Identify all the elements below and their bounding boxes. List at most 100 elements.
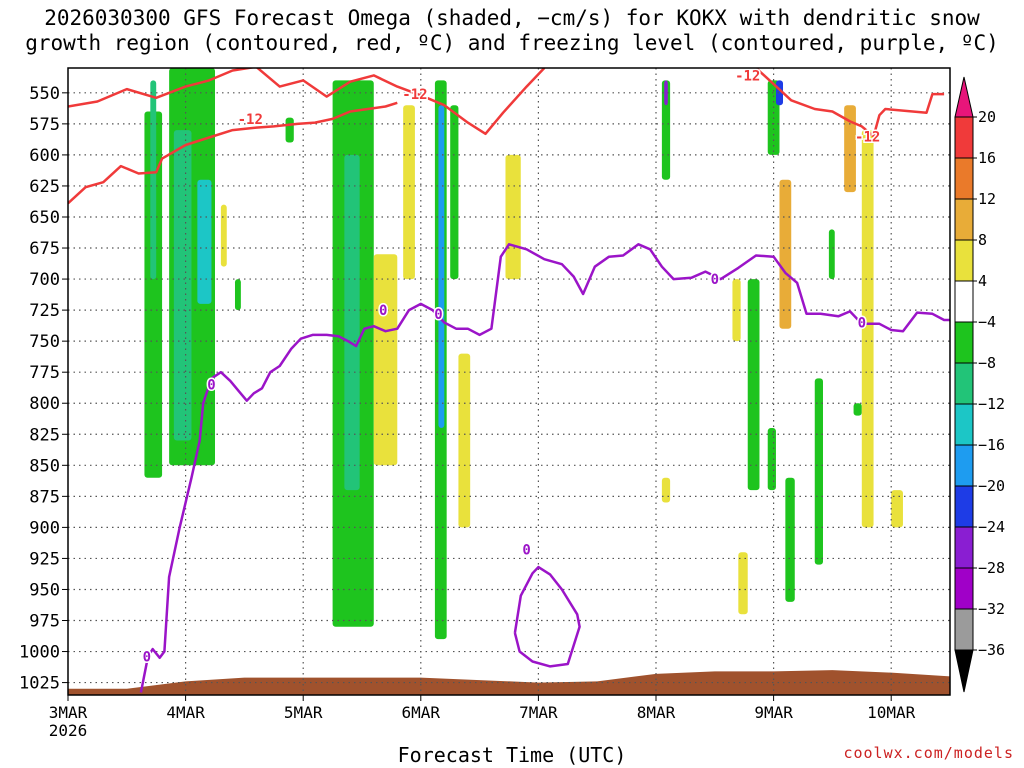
omega-shaded-region: [344, 154, 360, 491]
omega-shaded-region: [661, 477, 671, 503]
y-tick-label: 800: [29, 394, 60, 414]
colorbar: 20 16 12 8 4 −4 −8 −12 −16 −20 −24 −28 −32 −36: [954, 76, 1005, 693]
omega-shaded-region: [828, 229, 835, 280]
chart-title-line-1: 2026030300 GFS Forecast Omega (shaded, −…: [44, 6, 980, 30]
y-tick-label: 925: [29, 549, 60, 569]
omega-shaded-region: [173, 130, 192, 441]
freezing-contour-label: 0: [379, 303, 387, 319]
colorbar-tick-label: −8: [978, 354, 996, 372]
colorbar-tick-label: 4: [978, 272, 987, 290]
omega-shaded-region: [458, 353, 471, 528]
chart-title-line-2: growth region (contoured, red, ºC) and f…: [25, 31, 999, 55]
y-tick-label: 675: [29, 239, 60, 259]
x-tick-label: 5MAR: [284, 703, 323, 722]
omega-shaded-region: [144, 111, 163, 478]
y-tick-label: 750: [29, 332, 60, 352]
freezing-contour-label: 0: [858, 316, 866, 332]
y-tick-label: 875: [29, 487, 60, 507]
x-axis-label: Forecast Time (UTC): [397, 743, 627, 767]
colorbar-bin: [954, 485, 974, 528]
x-tick-sublabel: 2026: [49, 721, 88, 740]
colorbar-bin: [954, 567, 974, 610]
colorbar-tick-label: −28: [978, 559, 1005, 577]
contour-dgz-minus12-upper: [68, 68, 546, 136]
omega-shaded-region: [891, 490, 903, 528]
x-tick-label: 10MAR: [867, 703, 916, 722]
colorbar-bin: [954, 608, 974, 651]
y-tick-label: 700: [29, 270, 60, 290]
y-tick-label: 725: [29, 301, 60, 321]
omega-shaded-region: [450, 105, 459, 280]
omega-shaded-region: [373, 254, 398, 466]
x-tick-label: 4MAR: [166, 703, 205, 722]
y-tick-label: 850: [29, 456, 60, 476]
dgz-contour-label: -12: [855, 129, 880, 145]
contour-dgz-minus12-right: [755, 68, 945, 138]
y-tick-label: 550: [29, 84, 60, 104]
y-tick-label: 625: [29, 177, 60, 197]
x-tick-label: 7MAR: [519, 703, 558, 722]
x-tick-label: 8MAR: [637, 703, 676, 722]
colorbar-bin: [954, 321, 974, 364]
contour-freezing-level-closed-loop: [513, 565, 581, 668]
freezing-contour-label: 0: [143, 650, 151, 666]
terrain-surface: [68, 670, 950, 695]
contour-layer: [68, 68, 950, 693]
omega-shaded-region: [664, 80, 668, 106]
omega-shaded-region: [732, 279, 741, 342]
freezing-contour-label: 0: [711, 272, 719, 288]
omega-shaded-region: [220, 204, 227, 267]
y-tick-label: 600: [29, 146, 60, 166]
colorbar-tick-label: −12: [978, 395, 1005, 413]
omega-shaded-region: [844, 105, 856, 193]
colorbar-bottom-arrow: [954, 649, 974, 693]
grid-layer: [68, 68, 950, 695]
omega-shaded-region: [197, 179, 212, 304]
plot-frame: [67, 67, 951, 696]
colorbar-bin: [954, 116, 974, 159]
colorbar-bin: [954, 444, 974, 487]
omega-shaded-region: [505, 154, 521, 280]
y-tick-label: 650: [29, 208, 60, 228]
colorbar-tick-label: −36: [978, 641, 1005, 659]
omega-shaded-region: [861, 130, 874, 528]
omega-shaded-region: [738, 552, 748, 615]
colorbar-tick-label: 12: [978, 190, 996, 208]
dgz-contour-label: -12: [402, 87, 427, 103]
y-tick-label: 1000: [19, 643, 60, 663]
colorbar-tick-label: 8: [978, 231, 987, 249]
terrain-layer: [68, 670, 950, 695]
y-axis: 550 575 600 625 650 675 700 725 750 775 800 825 850 8…: [19, 84, 68, 694]
colorbar-tick-label: −32: [978, 600, 1005, 618]
dgz-contour-label: -12: [735, 68, 760, 84]
omega-shaded-region: [234, 279, 241, 311]
colorbar-tick-label: 16: [978, 149, 996, 167]
omega-shaded-region: [767, 428, 776, 491]
colorbar-bin: [954, 526, 974, 569]
contour-freezing-level: [139, 243, 950, 693]
y-tick-label: 1025: [19, 674, 60, 694]
omega-shaded-region: [438, 105, 445, 429]
omega-shaded-region: [747, 279, 760, 491]
colorbar-bin: [954, 157, 974, 200]
credit-text: coolwx.com/models: [843, 744, 1014, 762]
freezing-contour-label: 0: [434, 307, 442, 323]
colorbar-bin: [954, 362, 974, 405]
colorbar-tick-label: 20: [978, 108, 996, 126]
x-tick-label: 6MAR: [402, 703, 441, 722]
colorbar-bin: [954, 239, 974, 282]
x-tick-label: 9MAR: [754, 703, 793, 722]
colorbar-tick-label: −4: [978, 313, 996, 331]
colorbar-tick-label: −20: [978, 477, 1005, 495]
y-tick-label: 825: [29, 425, 60, 445]
y-tick-label: 950: [29, 580, 60, 600]
omega-shaded-region: [785, 477, 795, 602]
y-tick-label: 575: [29, 115, 60, 135]
colorbar-bin: [954, 198, 974, 241]
chart-title: 2026030300 GFS Forecast Omega (shaded, −…: [0, 6, 1024, 56]
omega-shaded-region: [853, 403, 862, 416]
contour-dgz-minus12-lower: [68, 101, 398, 205]
colorbar-bin: [954, 280, 974, 323]
